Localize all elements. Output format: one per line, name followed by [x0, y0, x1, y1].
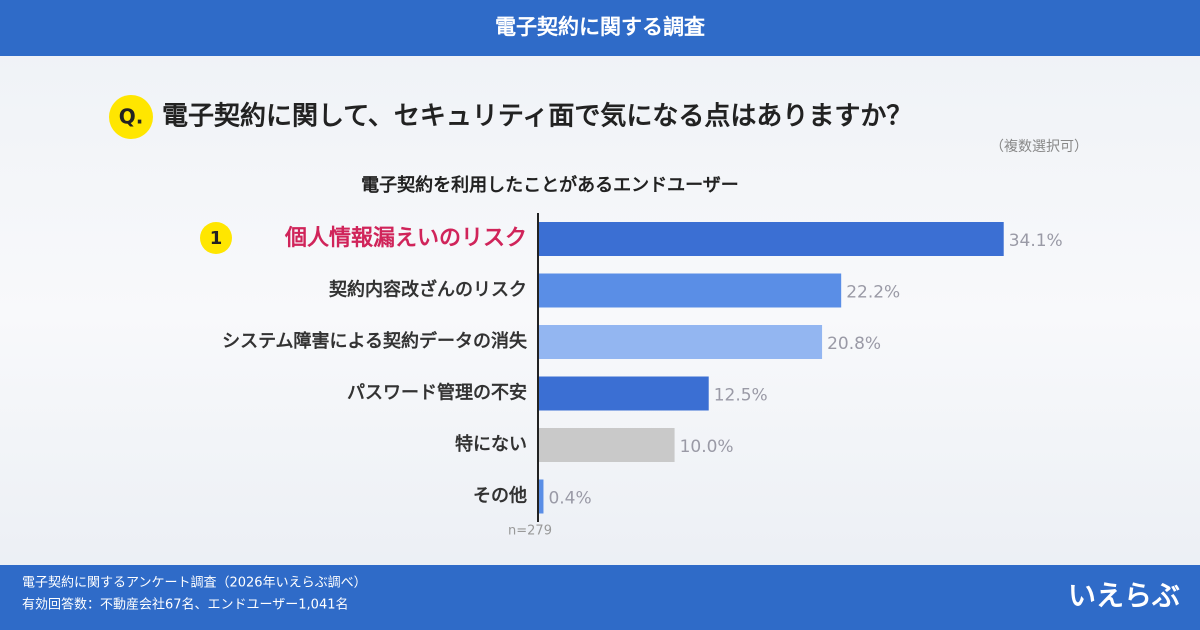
header-bar — [0, 0, 1200, 56]
category-label: パスワード管理の不安 — [347, 382, 527, 404]
category-label: その他 — [473, 485, 527, 507]
bar — [538, 273, 842, 308]
footer-bar — [0, 565, 1200, 630]
category-label: 特にない — [455, 433, 527, 455]
value-label: 34.1% — [1009, 231, 1063, 251]
chart-title: 電子契約を利用したことがあるエンドユーザー — [361, 174, 739, 196]
value-label: 0.4% — [548, 489, 591, 509]
rank-badge-circle — [200, 222, 232, 254]
value-label: 20.8% — [827, 334, 881, 354]
sample-size: n=279 — [508, 524, 552, 539]
bar — [538, 428, 675, 462]
value-label: 12.5% — [714, 386, 768, 406]
value-label: 22.2% — [846, 283, 900, 303]
category-label: 契約内容改ざんのリスク — [328, 279, 527, 301]
category-label: システム障害による契約データの消失 — [222, 330, 528, 352]
footer-line: 有効回答数：不動産会社67名、エンドユーザー1,041名 — [22, 597, 349, 613]
bar-chart: 34.1% 個人情報漏えいのリスク 1 22.2% 契約内容改ざんのリスク 20.8% シス… — [200, 213, 1063, 522]
bar — [538, 479, 544, 514]
value-label: 10.0% — [680, 437, 734, 457]
question-badge-circle — [109, 95, 153, 139]
bar — [538, 325, 823, 359]
question-badge: Q. — [119, 105, 144, 129]
question-text: 電子契約に関して、セキュリティ面で気になる点はありますか？ — [162, 101, 912, 132]
header-title: 電子契約に関する調査 — [495, 15, 705, 39]
logo: いえらぶ — [1068, 579, 1180, 612]
question-note: （複数選択可） — [990, 138, 1088, 155]
rank-badge: 1 — [210, 228, 223, 249]
footer-line: 電子契約に関するアンケート調査（2026年いえらぶ調べ） — [22, 576, 367, 591]
bar — [538, 222, 1004, 256]
category-label: 個人情報漏えいのリスク — [284, 225, 527, 251]
bar — [538, 376, 709, 411]
